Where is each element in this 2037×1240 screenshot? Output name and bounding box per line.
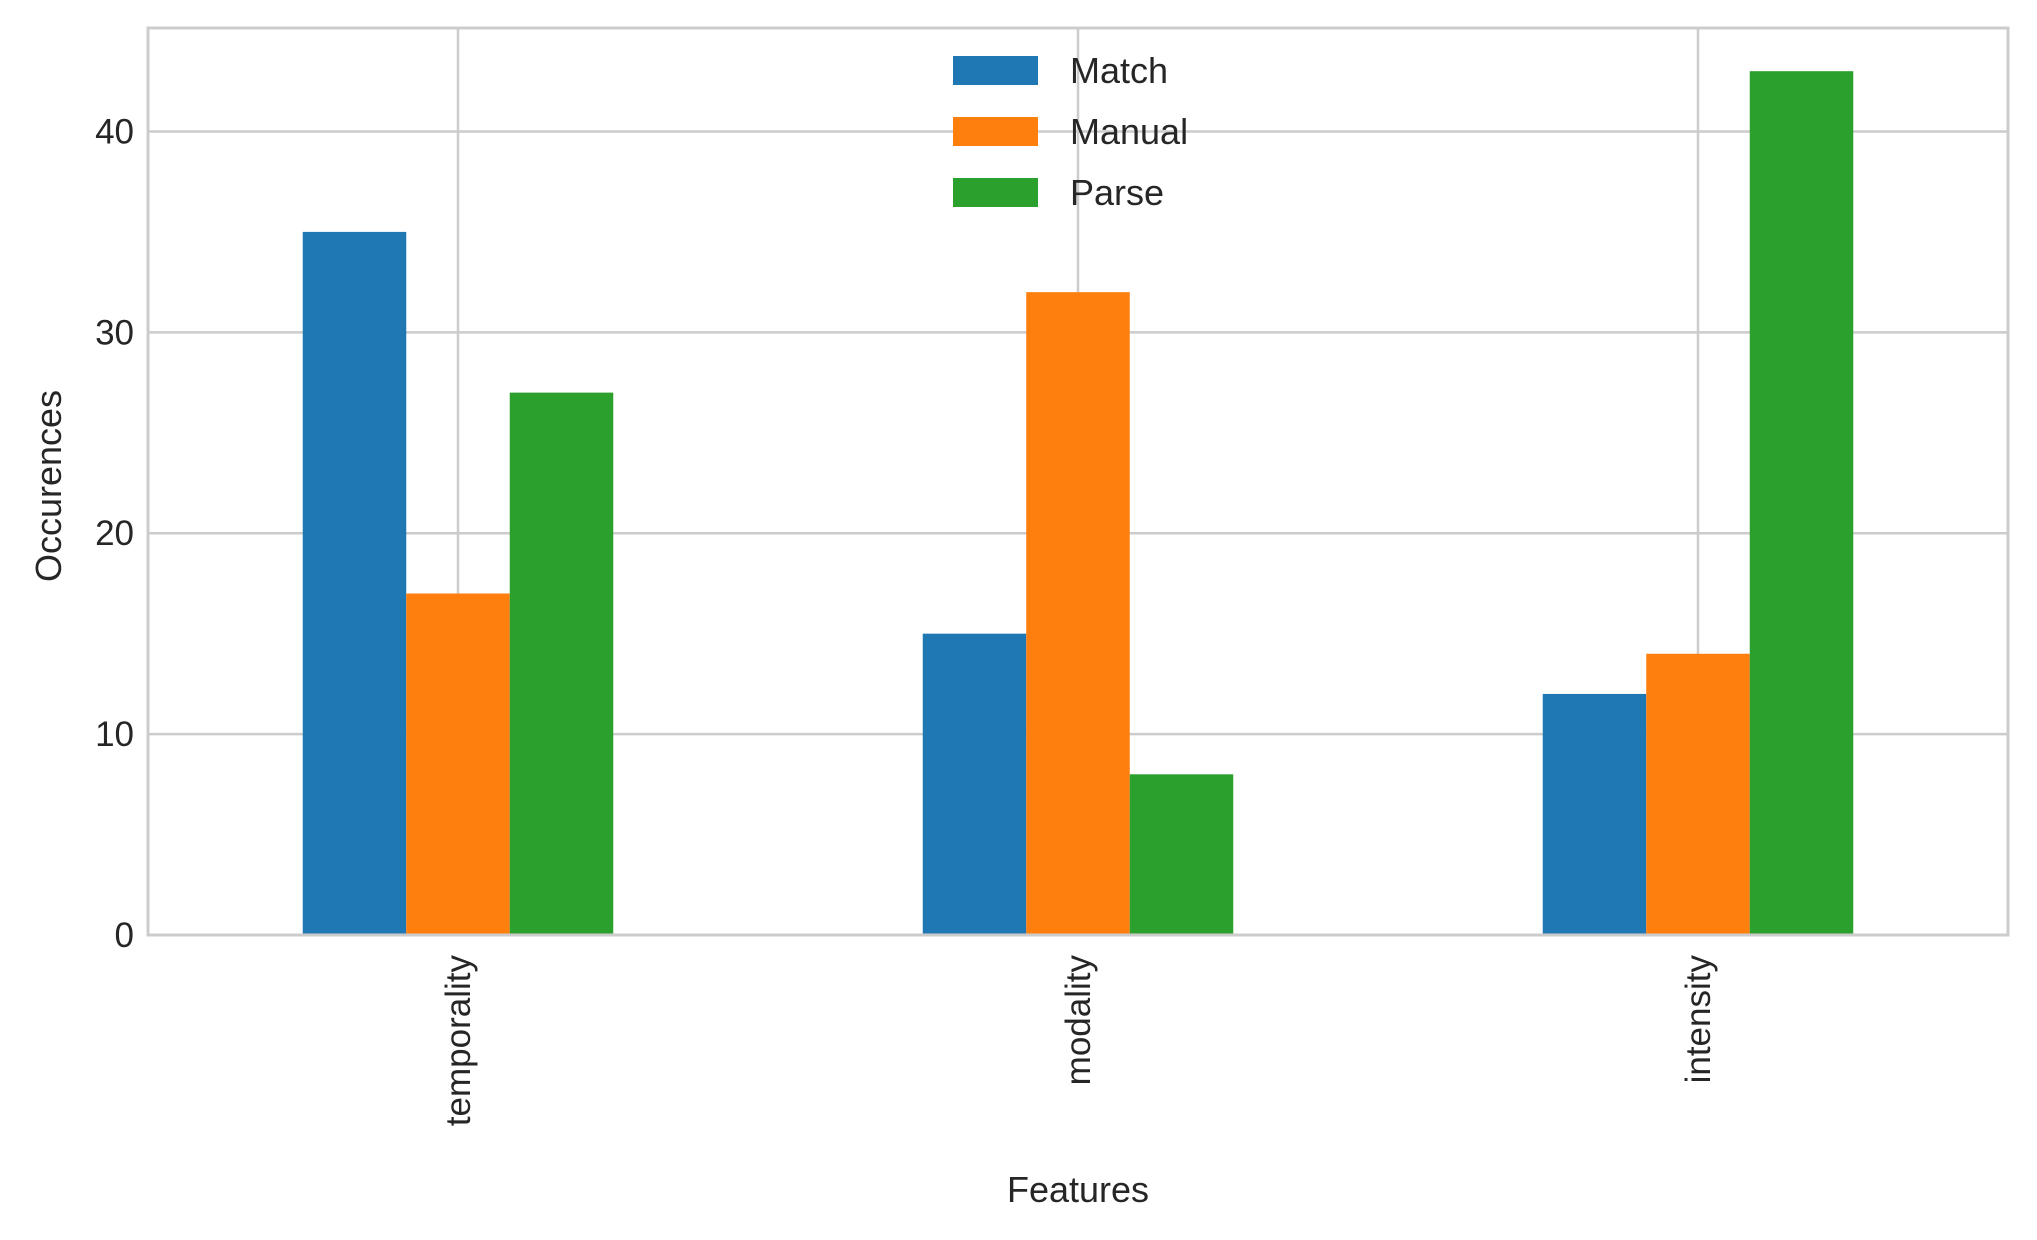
- x-axis-title: Features: [1007, 1169, 1149, 1210]
- y-tick-label: 0: [115, 916, 134, 955]
- y-tick-labels: 0 10 20 30 40: [95, 112, 134, 955]
- x-tick-labels: temporality modality intensity: [439, 955, 1718, 1127]
- x-tick-label-intensity: intensity: [1679, 955, 1718, 1084]
- y-axis-title: Occurences: [28, 390, 69, 582]
- bar-match-intensity: [1542, 693, 1647, 935]
- legend-label-manual: Manual: [1070, 111, 1188, 152]
- bar-parse-intensity: [1749, 71, 1854, 935]
- bar-manual-temporality: [406, 593, 510, 935]
- y-tick-label: 40: [95, 112, 134, 151]
- bar-match-temporality: [302, 231, 407, 935]
- legend-swatch-parse: [953, 178, 1038, 207]
- y-tick-label: 20: [95, 514, 134, 553]
- bar-manual-modality: [1026, 292, 1130, 935]
- y-tick-label: 30: [95, 313, 134, 352]
- bar-manual-intensity: [1646, 653, 1750, 935]
- bar-parse-modality: [1129, 774, 1234, 935]
- bar-match-modality: [922, 633, 1027, 935]
- y-tick-label: 10: [95, 715, 134, 754]
- x-tick-label-temporality: temporality: [439, 955, 478, 1127]
- plot-frame: [146, 26, 2010, 937]
- bars-group: [302, 71, 1854, 935]
- legend-label-parse: Parse: [1070, 172, 1164, 213]
- legend-label-match: Match: [1070, 50, 1168, 91]
- x-tick-label-modality: modality: [1059, 955, 1098, 1086]
- legend: Match Manual Parse: [953, 50, 1188, 213]
- legend-swatch-match: [953, 56, 1038, 85]
- bar-parse-temporality: [509, 392, 614, 935]
- legend-swatch-manual: [953, 117, 1038, 146]
